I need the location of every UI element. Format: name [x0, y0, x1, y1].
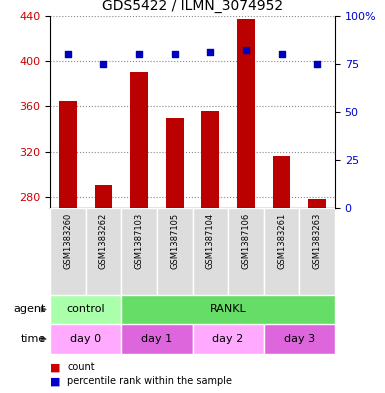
Point: [278, 51, 285, 57]
Bar: [130, 72, 148, 208]
Text: RANKL: RANKL: [210, 305, 246, 314]
Bar: [121, 324, 192, 354]
Text: GSM1387106: GSM1387106: [241, 213, 250, 269]
Text: count: count: [67, 362, 95, 373]
Bar: [157, 208, 192, 295]
Title: GDS5422 / ILMN_3074952: GDS5422 / ILMN_3074952: [102, 0, 283, 13]
Bar: [237, 19, 255, 208]
Text: GSM1383260: GSM1383260: [64, 213, 72, 269]
Text: GSM1383262: GSM1383262: [99, 213, 108, 269]
Point: [172, 51, 178, 57]
Point: [100, 61, 107, 67]
Point: [314, 61, 320, 67]
Bar: [95, 184, 112, 208]
Text: day 3: day 3: [284, 334, 315, 344]
Text: day 1: day 1: [141, 334, 172, 344]
Text: GSM1387103: GSM1387103: [135, 213, 144, 269]
Point: [65, 51, 71, 57]
Bar: [201, 111, 219, 208]
Bar: [50, 324, 121, 354]
Text: control: control: [66, 305, 105, 314]
Point: [136, 51, 142, 57]
Bar: [166, 118, 184, 208]
Text: GSM1383263: GSM1383263: [313, 213, 321, 269]
Point: [243, 47, 249, 53]
Bar: [192, 208, 228, 295]
Bar: [59, 101, 77, 208]
Point: [207, 49, 213, 55]
Bar: [50, 295, 121, 324]
Bar: [228, 208, 264, 295]
Bar: [121, 208, 157, 295]
Text: ■: ■: [50, 362, 60, 373]
Bar: [264, 208, 300, 295]
Text: GSM1387105: GSM1387105: [170, 213, 179, 269]
Text: percentile rank within the sample: percentile rank within the sample: [67, 376, 233, 386]
Bar: [85, 208, 121, 295]
Bar: [264, 324, 335, 354]
Text: day 2: day 2: [213, 334, 244, 344]
Bar: [308, 199, 326, 208]
Text: day 0: day 0: [70, 334, 101, 344]
Bar: [300, 208, 335, 295]
Text: GSM1387104: GSM1387104: [206, 213, 215, 269]
Text: GSM1383261: GSM1383261: [277, 213, 286, 269]
Bar: [192, 324, 264, 354]
Text: time: time: [21, 334, 46, 344]
Bar: [121, 295, 335, 324]
Text: ■: ■: [50, 376, 60, 386]
Bar: [50, 208, 85, 295]
Text: agent: agent: [14, 305, 46, 314]
Bar: [273, 156, 290, 208]
